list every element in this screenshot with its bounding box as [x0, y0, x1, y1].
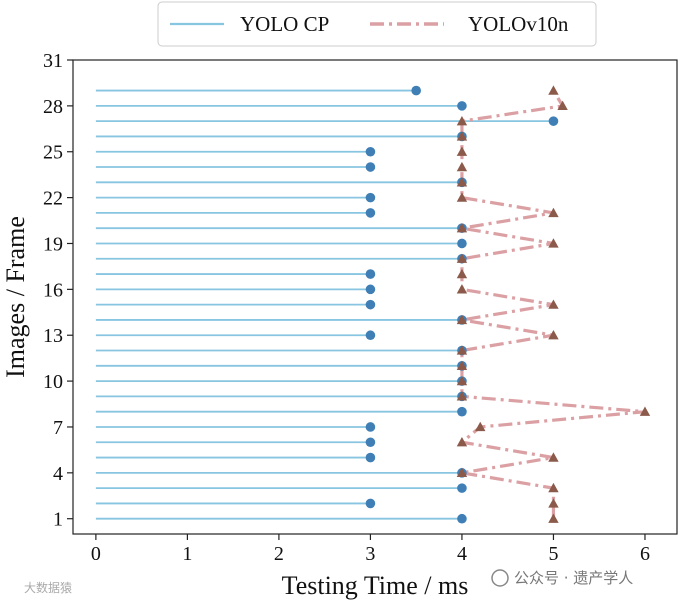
- yolov10n-point: [456, 391, 468, 401]
- y-axis: 1 4 7 10 13 16 19 22 25 28 31: [43, 50, 73, 531]
- yolov10n-point: [548, 482, 559, 493]
- yolo-cp-point: [365, 422, 376, 432]
- x-tick-label: 6: [640, 543, 650, 565]
- yolo-cp-point: [457, 513, 467, 524]
- yolo-cp-point: [365, 452, 376, 463]
- yolov10n-point: [456, 131, 468, 141]
- yolo-cp-point: [365, 192, 376, 203]
- y-tick-label: 7: [53, 417, 63, 439]
- yolo-cp-point: [365, 299, 376, 310]
- yolov10n-point: [456, 253, 468, 263]
- yolo-cp-point: [365, 498, 376, 509]
- yolov10n-point: [456, 192, 468, 202]
- y-tick-label: 19: [43, 233, 63, 255]
- yolo-cp-point: [365, 162, 376, 172]
- yolov10n-point: [456, 146, 468, 156]
- yolov10n-point: [548, 207, 559, 218]
- watermark: 大数据猿 公众号 · 遗产学人: [24, 569, 633, 595]
- yolo-cp-point: [457, 101, 467, 111]
- x-tick-label: 3: [365, 543, 375, 565]
- x-axis-title: Testing Time / ms: [282, 571, 469, 600]
- wechat-icon: [491, 569, 509, 587]
- yolov10n-point: [548, 513, 559, 523]
- yolov10n-point: [456, 284, 468, 294]
- yolo-cp-series: [95, 89, 554, 520]
- yolov10n-point: [456, 314, 468, 325]
- yolov10n-point: [475, 421, 486, 432]
- yolov10n-point: [639, 406, 651, 416]
- y-axis-title: Images / Frame: [1, 216, 30, 378]
- plot-area: [72, 59, 678, 535]
- yolo-cp-point: [457, 238, 467, 249]
- legend: YOLO CP YOLOv10n: [157, 1, 597, 47]
- legend-label-yolo-cp: YOLO CP: [240, 12, 329, 36]
- yolov10n-point: [456, 345, 468, 355]
- yolov10n-point: [548, 498, 559, 508]
- yolov10n-point: [548, 299, 559, 309]
- yolov10n-point: [456, 115, 468, 126]
- yolov10n-point: [456, 467, 468, 477]
- watermark-left: 大数据猿: [24, 580, 72, 595]
- yolo-cp-point: [365, 330, 376, 341]
- yolov10n-point: [557, 100, 568, 111]
- x-tick-label: 2: [274, 543, 284, 565]
- x-tick-label: 1: [182, 543, 192, 565]
- y-tick-label: 4: [53, 463, 63, 485]
- y-tick-label: 1: [53, 509, 63, 531]
- x-tick-label: 4: [457, 543, 467, 565]
- y-tick-label: 28: [43, 96, 63, 118]
- y-tick-label: 13: [43, 325, 63, 347]
- yolov10n-point: [548, 85, 559, 95]
- yolov10n-point: [548, 238, 559, 248]
- y-tick-label: 16: [43, 279, 63, 301]
- yolov10n-point: [456, 222, 468, 233]
- yolov10n-point: [456, 375, 468, 386]
- x-axis: 0 1 2 3 4 5 6: [91, 534, 650, 565]
- yolo-cp-point: [457, 406, 467, 417]
- yolo-cp-point: [365, 146, 376, 157]
- yolo-cp-point: [365, 269, 376, 279]
- yolov10n-point: [456, 437, 468, 447]
- yolov10n-point: [456, 360, 468, 370]
- yolo-cp-point: [548, 116, 559, 126]
- y-tick-label: 10: [43, 371, 63, 393]
- legend-label-yolov10n: YOLOv10n: [468, 12, 569, 36]
- y-tick-label: 25: [43, 142, 63, 164]
- watermark-right: 公众号 · 遗产学人: [514, 569, 633, 587]
- yolov10n-point: [456, 268, 468, 279]
- yolov10n-point: [548, 452, 559, 462]
- y-tick-label: 22: [43, 188, 63, 210]
- yolov10n-point: [456, 161, 468, 172]
- yolo-cp-point: [411, 85, 421, 96]
- yolo-cp-point: [365, 284, 376, 295]
- yolov10n-point: [456, 177, 468, 187]
- yolo-cp-point: [457, 483, 467, 493]
- x-tick-label: 5: [548, 543, 558, 565]
- yolov10n-point: [548, 330, 559, 340]
- yolo-cp-point: [365, 208, 376, 218]
- x-tick-label: 0: [91, 543, 101, 565]
- yolo-cp-point: [365, 437, 376, 448]
- y-tick-label: 31: [43, 50, 63, 72]
